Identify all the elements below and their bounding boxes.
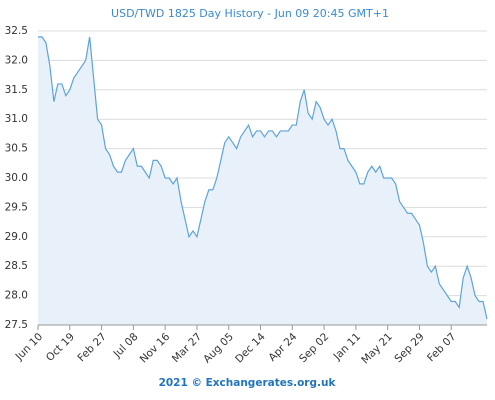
x-tick-label: Apr 24 <box>266 331 299 364</box>
line <box>38 36 488 320</box>
y-tick-label: 29.0 <box>5 231 28 243</box>
y-tick-label: 32.0 <box>5 54 28 66</box>
y-tick-label: 29.5 <box>5 201 28 213</box>
y-tick-label: 30.0 <box>5 172 28 184</box>
x-tick-label: Oct 19 <box>44 331 77 364</box>
x-tick-label: Dec 14 <box>233 331 268 366</box>
y-tick-label: 32.5 <box>5 25 28 37</box>
y-tick-label: 31.0 <box>5 113 28 125</box>
x-tick-label: Mar 27 <box>170 331 204 365</box>
x-tick-label: Jul 08 <box>111 331 141 361</box>
x-tick-label: Feb 07 <box>425 331 458 364</box>
x-tick-label: Sep 29 <box>392 331 426 365</box>
y-tick-label: 27.5 <box>5 319 28 331</box>
chart-title: USD/TWD 1825 Day History - Jun 09 20:45 … <box>111 7 389 20</box>
x-tick-label: Jan 11 <box>331 331 363 363</box>
source: 2021 © Exchangerates.org.uk <box>159 377 337 389</box>
x-tick-label: Nov 16 <box>138 331 173 366</box>
x-tick-label: Feb 27 <box>75 331 108 364</box>
x-tick-label: Jun 10 <box>13 331 46 364</box>
y-tick-label: 31.5 <box>5 84 28 96</box>
x-tick-label: Sep 02 <box>297 331 331 365</box>
x-tick-label: Aug 05 <box>201 331 236 366</box>
y-tick-label: 30.5 <box>5 143 28 155</box>
area <box>38 36 487 325</box>
y-tick-label: 28.5 <box>5 260 28 272</box>
y-tick-label: 28.0 <box>5 290 28 302</box>
x-tick-label: May 21 <box>359 331 395 367</box>
